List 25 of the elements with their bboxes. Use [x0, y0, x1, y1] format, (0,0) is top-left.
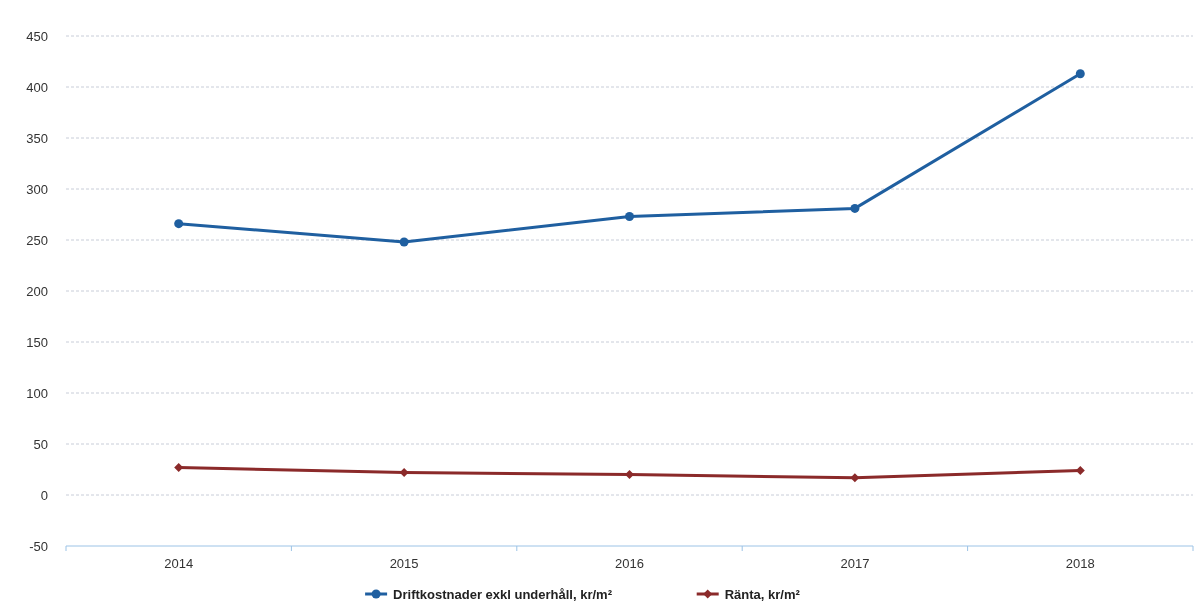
y-tick-label: 350	[26, 130, 48, 146]
y-tick-label: 300	[26, 181, 48, 197]
legend-label: Ränta, kr/m²	[724, 586, 801, 602]
x-tick-label: 2017	[840, 556, 870, 571]
y-tick-label: 150	[26, 334, 48, 350]
x-tick-label: 2018	[1065, 556, 1095, 571]
point	[625, 212, 634, 222]
y-tick-label: 250	[26, 232, 48, 248]
point	[1075, 466, 1085, 476]
x-tick-label: 2016	[615, 556, 644, 571]
point	[850, 203, 860, 213]
x-tick-label: 2014	[164, 556, 194, 571]
x-tick-label: 2015	[389, 556, 419, 571]
y-tick-label: 50	[33, 436, 48, 452]
point	[399, 237, 409, 247]
y-tick-label: -50	[29, 538, 48, 554]
y-tick-label: 400	[26, 79, 48, 95]
point	[625, 470, 634, 480]
y-tick-label: 450	[26, 28, 48, 44]
y-tick-label: 100	[26, 385, 48, 401]
point	[174, 219, 184, 229]
y-tick-label: 0	[40, 487, 48, 503]
legend-label: Driftkostnader exkl underhåll, kr/m²	[393, 586, 613, 602]
y-tick-label: 200	[26, 283, 48, 299]
point	[1075, 69, 1085, 79]
